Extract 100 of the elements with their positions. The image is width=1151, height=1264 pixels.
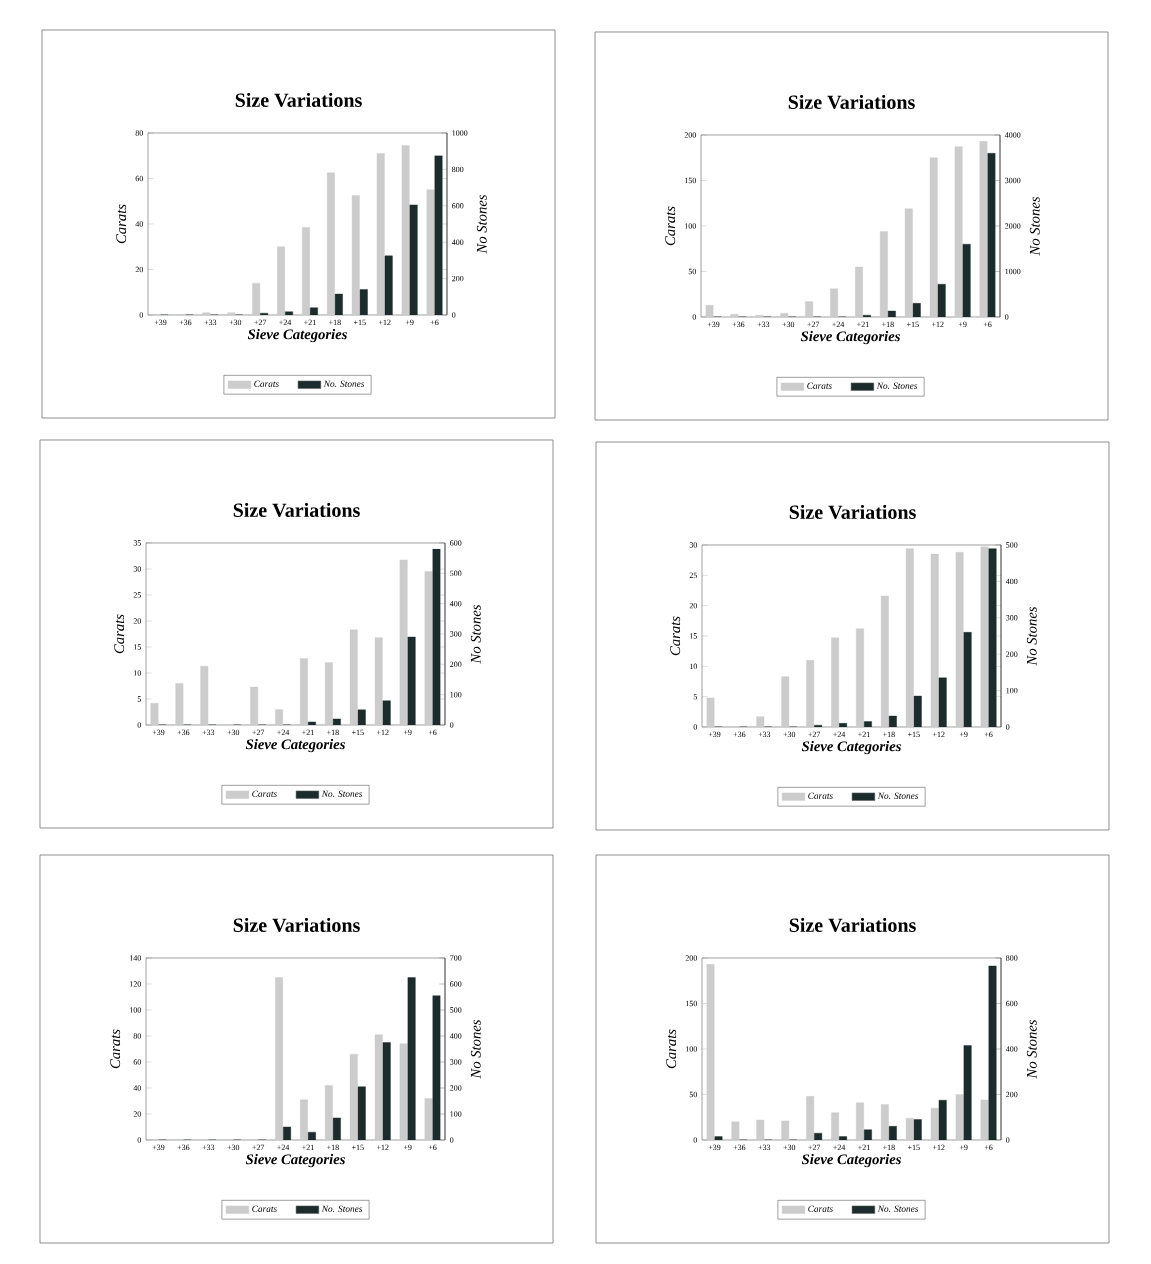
legend-label: Carats bbox=[807, 382, 832, 389]
x-tick-label: +39 bbox=[154, 319, 167, 326]
x-tick-label: +9 bbox=[958, 321, 967, 328]
x-tick-label: +15 bbox=[907, 731, 920, 738]
x-tick-label: +33 bbox=[202, 729, 215, 736]
chart-subtitle: Size Variations bbox=[233, 502, 360, 518]
x-tick-label: +39 bbox=[152, 729, 165, 736]
x-tick-label: +15 bbox=[351, 729, 364, 736]
y2-axis-title: No Stones bbox=[1029, 196, 1040, 256]
y2-tick-label: 200 bbox=[450, 661, 462, 668]
y2-tick-label: 400 bbox=[1005, 578, 1018, 585]
y2-axis-title: No Stones bbox=[470, 1019, 481, 1079]
y2-tick-label: 800 bbox=[452, 166, 464, 173]
x-tick-label: +12 bbox=[932, 731, 945, 737]
legend-label: No. Stones bbox=[321, 1205, 363, 1212]
y2-axis-title: No Stones bbox=[1026, 1019, 1037, 1079]
y-tick-label: 15 bbox=[690, 633, 697, 639]
y2-tick-label: 1000 bbox=[452, 130, 468, 136]
y2-axis-title: No Stones bbox=[1026, 606, 1037, 666]
chart-subtitle: Size Variations bbox=[789, 917, 916, 933]
y2-tick-label: 0 bbox=[1006, 1137, 1010, 1143]
x-tick-label: +12 bbox=[376, 729, 389, 735]
y2-axis-title: No Stones bbox=[470, 604, 481, 664]
x-tick-label: +9 bbox=[959, 731, 968, 738]
x-tick-label: +24 bbox=[833, 1144, 846, 1150]
y-tick-label: 5 bbox=[693, 693, 697, 700]
x-tick-label: +21 bbox=[302, 1144, 314, 1150]
x-tick-label: +39 bbox=[707, 321, 720, 328]
x-axis-title: Sieve Categories bbox=[801, 740, 901, 755]
y-tick-label: 60 bbox=[133, 1059, 141, 1065]
y2-tick-label: 200 bbox=[1006, 651, 1018, 657]
x-tick-label: +24 bbox=[832, 321, 845, 327]
y2-tick-label: 200 bbox=[450, 1085, 462, 1091]
x-axis-title: Sieve Categories bbox=[800, 330, 900, 345]
legend-label: No. Stones bbox=[323, 380, 365, 387]
x-tick-label: +9 bbox=[403, 1144, 412, 1151]
y-tick-label: 30 bbox=[689, 542, 697, 548]
x-tick-label: +21 bbox=[857, 321, 869, 327]
legend-label: Carats bbox=[252, 1205, 277, 1212]
x-tick-label: +6 bbox=[428, 729, 437, 736]
y-tick-label: 80 bbox=[133, 1033, 141, 1039]
x-tick-label: +24 bbox=[277, 1144, 290, 1150]
x-tick-label: +12 bbox=[378, 319, 391, 325]
y-tick-label: 40 bbox=[135, 221, 143, 227]
y2-tick-label: 500 bbox=[450, 570, 462, 577]
y-tick-label: 100 bbox=[685, 223, 696, 229]
x-tick-label: +36 bbox=[732, 321, 745, 328]
y-tick-label: 0 bbox=[139, 312, 143, 318]
y2-tick-label: 0 bbox=[1006, 724, 1010, 730]
x-tick-label: +6 bbox=[430, 319, 439, 326]
x-tick-label: +27 bbox=[254, 319, 267, 325]
x-axis-title: Sieve Categories bbox=[245, 738, 345, 753]
y-tick-label: 35 bbox=[133, 540, 141, 546]
y-tick-label: 25 bbox=[689, 572, 697, 579]
x-tick-label: +15 bbox=[351, 1144, 364, 1151]
legend-label: No. Stones bbox=[321, 790, 363, 797]
y2-axis-title: No Stones bbox=[476, 194, 487, 254]
chart-subtitle: Size Variations bbox=[789, 504, 916, 520]
x-axis-title: Sieve Categories bbox=[245, 1153, 345, 1168]
y2-tick-label: 500 bbox=[450, 1007, 462, 1013]
y-tick-label: 120 bbox=[130, 981, 141, 987]
y2-tick-label: 0 bbox=[450, 722, 454, 728]
y-tick-label: 10 bbox=[690, 663, 697, 670]
x-tick-label: +30 bbox=[782, 321, 795, 328]
x-tick-label: +30 bbox=[229, 319, 242, 326]
y2-tick-label: 400 bbox=[1005, 1046, 1018, 1052]
y-tick-label: 30 bbox=[133, 566, 141, 572]
x-tick-label: +12 bbox=[376, 1144, 389, 1150]
y-axis-title: Carats bbox=[116, 204, 127, 244]
legend-label: No. Stones bbox=[876, 382, 918, 389]
y2-tick-label: 400 bbox=[449, 1033, 462, 1039]
y-tick-label: 0 bbox=[137, 722, 141, 728]
y-axis-title: Carats bbox=[114, 614, 125, 654]
x-tick-label: +21 bbox=[304, 319, 316, 325]
y-tick-label: 0 bbox=[693, 1137, 697, 1143]
y-tick-label: 150 bbox=[685, 177, 696, 184]
x-tick-label: +6 bbox=[984, 731, 993, 738]
legend-label: Carats bbox=[254, 380, 279, 387]
x-tick-label: +24 bbox=[833, 731, 846, 737]
y2-tick-label: 700 bbox=[450, 955, 462, 961]
x-tick-label: +39 bbox=[708, 731, 721, 738]
y2-tick-label: 500 bbox=[1006, 542, 1018, 548]
x-tick-label: +27 bbox=[252, 729, 265, 735]
x-tick-label: +36 bbox=[179, 319, 192, 326]
chart-subtitle: Size Variations bbox=[788, 94, 915, 110]
x-tick-label: +33 bbox=[758, 1144, 771, 1151]
y2-tick-label: 300 bbox=[450, 631, 462, 637]
x-axis-title: Sieve Categories bbox=[801, 1153, 901, 1168]
x-tick-label: +18 bbox=[327, 1144, 339, 1151]
x-tick-label: +30 bbox=[227, 729, 240, 736]
x-tick-label: +27 bbox=[808, 731, 821, 737]
y2-tick-label: 100 bbox=[1006, 687, 1018, 694]
x-tick-label: +30 bbox=[227, 1144, 240, 1151]
y-tick-label: 100 bbox=[130, 1007, 141, 1013]
legend-label: Carats bbox=[252, 790, 277, 797]
x-tick-label: +15 bbox=[907, 1144, 920, 1151]
x-tick-label: +9 bbox=[959, 1144, 968, 1151]
x-tick-label: +6 bbox=[428, 1144, 437, 1151]
y-tick-label: 20 bbox=[133, 618, 141, 624]
y-tick-label: 140 bbox=[130, 955, 141, 961]
